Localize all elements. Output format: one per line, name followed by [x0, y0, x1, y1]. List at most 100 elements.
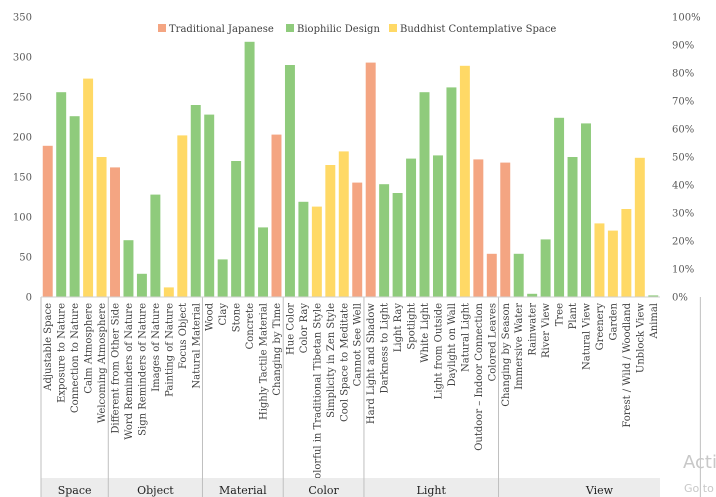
- bar: [648, 295, 659, 297]
- bar: [419, 92, 430, 297]
- y-left-tick-label: 50: [19, 253, 32, 264]
- bar: [459, 65, 470, 297]
- x-axis-labels: Adjustable Space Exposure to Nature Connec…: [43, 302, 660, 486]
- bar: [177, 135, 188, 297]
- bar: [110, 167, 120, 297]
- bar: [379, 184, 390, 297]
- category-label: Natural View: [581, 303, 592, 370]
- bar: [298, 201, 309, 297]
- bar: [500, 162, 511, 297]
- y-right-tick-label: 70%: [672, 97, 694, 108]
- category-label: Cannot See Well: [353, 303, 364, 386]
- category-label: Welcoming Atmosphere: [97, 303, 108, 423]
- bar: [258, 227, 269, 297]
- category-label: White Light: [420, 303, 431, 363]
- bar: [406, 158, 417, 297]
- category-label: Changing by Season: [501, 302, 512, 406]
- category-label: Outdoor – Indoor Connection: [474, 302, 485, 450]
- bar: [446, 87, 457, 298]
- bar: [83, 78, 94, 297]
- group-label: Color: [308, 484, 339, 497]
- category-label: Sign Reminders of Nature: [137, 303, 148, 436]
- y-right-tick-label: 100%: [672, 13, 701, 24]
- bar: [136, 273, 147, 297]
- y-left-tick-label: 250: [13, 93, 32, 104]
- category-label: Light from Outside: [433, 303, 444, 399]
- category-label: Concrete: [245, 303, 256, 349]
- bar: [554, 117, 565, 297]
- bar: [352, 182, 363, 297]
- bar: [244, 41, 255, 297]
- bar: [42, 145, 53, 297]
- category-label: Hue Color: [285, 303, 296, 355]
- bar: [540, 239, 551, 297]
- category-label: Focus Object: [178, 303, 189, 369]
- category-label: Stone: [232, 303, 243, 332]
- bar: [311, 206, 322, 297]
- legend-label: Biophilic Design: [297, 24, 380, 35]
- bar: [607, 230, 618, 297]
- bar: [217, 259, 228, 297]
- category-label: Highly Tactile Material: [259, 303, 270, 420]
- category-label: Greenery: [595, 303, 606, 351]
- bar: [392, 193, 403, 297]
- category-label: Colorful in Traditional Tibetan Style: [312, 303, 323, 487]
- legend-label: Buddhist Contemplative Space: [400, 24, 556, 35]
- legend-swatch: [158, 24, 166, 32]
- category-label: Word Reminders of Nature: [124, 303, 135, 440]
- category-label: Connection to Nature: [70, 303, 81, 413]
- activate-windows-watermark: Acti: [683, 452, 716, 473]
- y-right-tick-label: 10%: [672, 265, 694, 276]
- category-label: Exposure to Nature: [57, 303, 68, 403]
- category-label: Rainwater: [528, 303, 539, 356]
- category-label: Wood: [205, 302, 216, 331]
- group-label: View: [585, 484, 614, 497]
- y-left-tick-label: 150: [13, 173, 32, 184]
- activate-windows-hint: Go to: [684, 482, 714, 495]
- bar: [56, 92, 67, 297]
- group-band: [41, 478, 660, 497]
- bar: [581, 123, 591, 298]
- y-left-tick-label: 100: [13, 213, 32, 224]
- bar: [231, 161, 242, 297]
- y-left-tick-label: 350: [13, 13, 32, 24]
- legend-swatch: [286, 24, 294, 32]
- category-label: Natural Light: [460, 303, 471, 372]
- group-label: Space: [58, 484, 92, 497]
- right-y-axis: 0% 10% 20% 30% 40% 50% 60% 70% 80% 90% 100%: [672, 13, 701, 304]
- category-label: Daylight on Wall: [447, 303, 458, 386]
- category-label: Colored Leaves: [487, 303, 498, 381]
- group-label: Material: [219, 484, 267, 497]
- category-label: Spotlight: [407, 303, 418, 350]
- bar: [567, 157, 578, 297]
- y-right-tick-label: 40%: [672, 181, 694, 192]
- group-label: Light: [417, 484, 447, 497]
- category-label: Tree: [555, 303, 566, 326]
- category-label: Natural Material: [191, 303, 202, 389]
- bar: [163, 287, 174, 297]
- bar: [513, 253, 524, 297]
- category-label: Plant: [568, 303, 579, 329]
- category-label: River View: [541, 303, 552, 358]
- category-label: Hard Light and Shadow: [366, 303, 377, 425]
- group-label: Object: [137, 484, 174, 497]
- category-label: Clay: [218, 303, 229, 326]
- bar: [325, 165, 336, 297]
- y-left-tick-label: 300: [13, 53, 32, 64]
- y-right-tick-label: 80%: [672, 69, 694, 80]
- bar: [486, 253, 497, 297]
- category-label: Painting of Nature: [164, 303, 175, 397]
- bar: [96, 157, 107, 297]
- category-label: Immersive Water: [514, 303, 525, 390]
- y-right-tick-label: 20%: [672, 237, 694, 248]
- category-label: Simplicity in Zen Style: [326, 303, 337, 418]
- y-right-tick-label: 60%: [672, 125, 694, 136]
- category-label: Images of Nature: [151, 303, 162, 392]
- legend-swatch: [389, 24, 397, 32]
- category-label: Calm Atmosphere: [84, 303, 95, 394]
- bar: [473, 159, 484, 297]
- bars: [42, 41, 659, 298]
- bar: [338, 151, 349, 297]
- bar: [204, 114, 215, 297]
